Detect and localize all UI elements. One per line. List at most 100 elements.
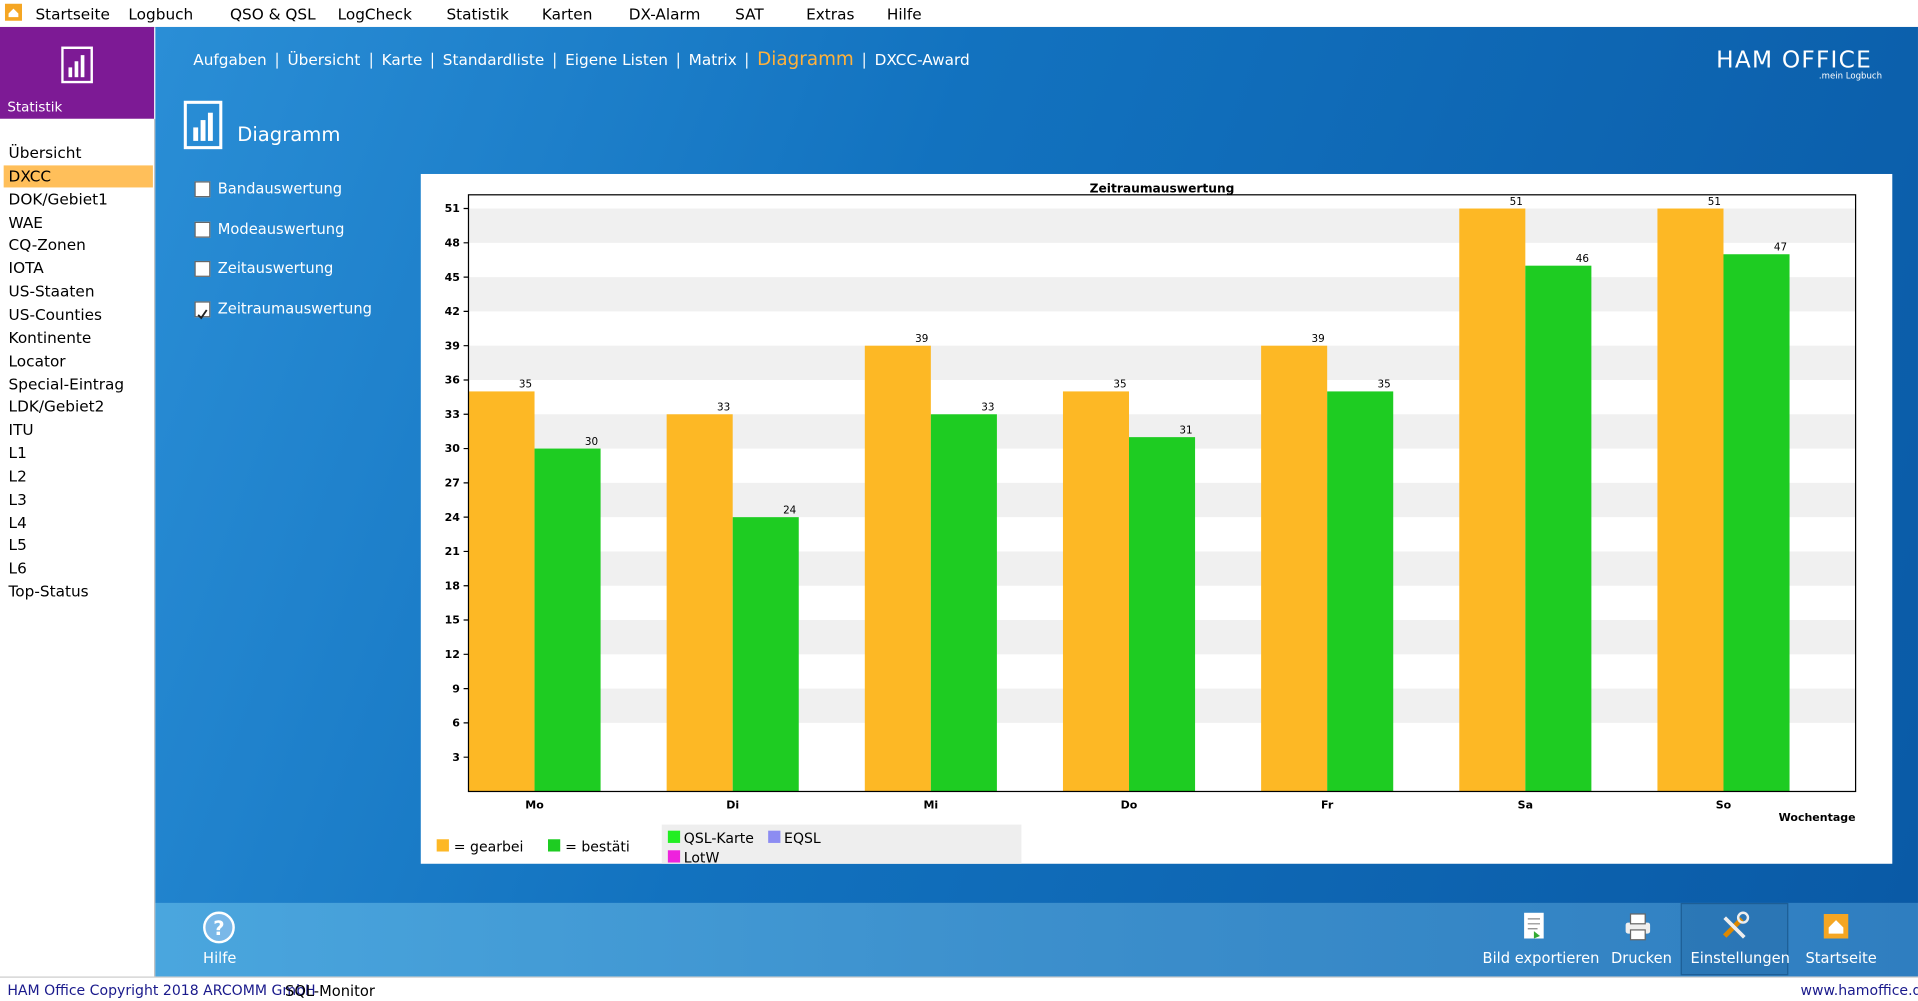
sidebar-item[interactable]: L5 <box>8 535 27 555</box>
sidebar-item[interactable]: ITU <box>8 420 34 439</box>
option-label[interactable]: Bandauswertung <box>217 180 343 198</box>
nav-tab[interactable]: Matrix <box>688 50 737 69</box>
menu-item[interactable]: DX-Alarm <box>628 4 701 24</box>
value-label: 33 <box>981 402 994 414</box>
toolbar-icon[interactable] <box>1622 912 1654 944</box>
x-tick-label: Sa <box>1518 799 1533 812</box>
bar <box>1525 265 1592 792</box>
legend-label: EQSL <box>784 831 821 847</box>
option-label[interactable]: Zeitauswertung <box>217 260 334 278</box>
toolbar-icon[interactable] <box>1720 911 1752 944</box>
menu-item[interactable]: Startseite <box>35 4 110 24</box>
sql-monitor[interactable]: SQL-Monitor <box>285 982 375 1000</box>
nav-separator <box>370 52 372 69</box>
toolbar-icon[interactable] <box>1519 912 1551 944</box>
sidebar-item[interactable]: L3 <box>8 489 27 509</box>
nav-tab[interactable]: Eigene Listen <box>565 50 668 69</box>
bar <box>666 414 733 792</box>
sidebar-item[interactable]: Kontinente <box>8 328 92 347</box>
y-tick-label: 30 <box>445 442 461 455</box>
sidebar-item[interactable]: L2 <box>8 466 27 486</box>
value-label: 31 <box>1179 424 1192 436</box>
bar <box>1129 437 1196 792</box>
bar <box>468 391 535 792</box>
bar <box>534 448 601 792</box>
menu-item[interactable]: Hilfe <box>886 4 922 24</box>
sidebar-item[interactable]: LDK/Gebiet2 <box>8 397 105 416</box>
sidebar-item[interactable]: Locator <box>8 351 66 370</box>
sidebar-item[interactable]: Special-Eintrag <box>8 374 125 393</box>
help-icon[interactable]: ? <box>202 910 236 944</box>
nav-separator <box>431 52 434 69</box>
sidebar-item[interactable]: L6 <box>8 559 27 578</box>
menu-item[interactable]: Statistik <box>446 4 509 24</box>
bar <box>732 517 799 792</box>
toolbar-icon[interactable] <box>1821 912 1853 944</box>
nav-tab[interactable]: Standardliste <box>442 50 545 69</box>
x-tick-label: Di <box>726 799 739 812</box>
nav-tab[interactable]: Aufgaben <box>193 50 267 69</box>
nav-tab[interactable]: Übersicht <box>287 50 361 69</box>
toolbar-button[interactable]: Hilfe <box>203 949 237 967</box>
toolbar-button[interactable]: Bild exportieren <box>1482 949 1600 967</box>
sidebar-item[interactable]: DXCC <box>3 165 153 188</box>
bar <box>1459 208 1526 792</box>
y-tick-label: 36 <box>445 374 461 387</box>
value-label: 30 <box>585 436 598 448</box>
chart: Zeitraumauswertung3691215182124273033363… <box>436 181 1857 874</box>
y-tick-label: 33 <box>445 408 460 421</box>
section-title: Diagramm <box>237 122 341 146</box>
bar <box>1327 391 1394 792</box>
checkbox[interactable] <box>194 181 211 198</box>
nav-tab[interactable]: Diagramm <box>757 47 854 70</box>
grid-band <box>468 345 1856 380</box>
menu-item[interactable]: LogCheck <box>337 4 412 24</box>
value-label: 51 <box>1708 196 1721 208</box>
stats-icon <box>61 46 93 84</box>
nav-tab[interactable]: DXCC-Award <box>874 50 970 69</box>
nav-tab[interactable]: Karte <box>381 50 423 69</box>
menu-item[interactable]: SAT <box>735 4 764 24</box>
menu-item[interactable]: Extras <box>806 4 855 24</box>
sidebar-item[interactable]: IOTA <box>8 258 44 278</box>
menu-item[interactable]: QSO & QSL <box>229 4 316 24</box>
value-label: 51 <box>1510 196 1523 208</box>
toolbar-button[interactable]: Drucken <box>1610 949 1672 967</box>
sidebar-item[interactable]: Übersicht <box>8 143 82 162</box>
sidebar-item[interactable]: CQ-Zonen <box>8 235 86 255</box>
toolbar-button[interactable]: Startseite <box>1805 949 1877 967</box>
legend-swatch <box>667 830 681 843</box>
checkbox[interactable] <box>194 221 211 238</box>
sidebar-item[interactable]: Top-Status <box>8 582 89 601</box>
y-tick-label: 27 <box>445 477 460 490</box>
sidebar-header: Statistik <box>0 26 155 119</box>
nav-separator <box>677 52 679 69</box>
y-tick-label: 48 <box>445 236 460 249</box>
checkbox[interactable] <box>194 301 211 320</box>
bar <box>1062 391 1130 792</box>
value-label: 39 <box>1312 333 1325 345</box>
sidebar-item[interactable]: WAE <box>8 212 43 232</box>
nav-separator <box>276 52 278 69</box>
sidebar-item[interactable]: US-Staaten <box>8 281 95 301</box>
legend-label: LotW <box>684 851 720 864</box>
menu-item[interactable]: Logbuch <box>128 4 194 24</box>
menu-item[interactable]: Karten <box>541 4 593 24</box>
sidebar-item[interactable]: L4 <box>8 512 27 532</box>
checkbox[interactable] <box>194 261 211 278</box>
active-button-frame <box>1680 902 1789 976</box>
sidebar-item[interactable]: US-Counties <box>8 304 103 324</box>
option-label[interactable]: Modeauswertung <box>217 220 345 238</box>
y-tick-label: 12 <box>445 648 460 661</box>
sidebar-item[interactable]: L1 <box>8 443 27 462</box>
y-tick-label: 3 <box>452 751 460 764</box>
toolbar-button[interactable]: Einstellungen <box>1690 949 1790 967</box>
website[interactable]: www.hamoffice.de <box>1800 981 1918 999</box>
sidebar-item[interactable]: DOK/Gebiet1 <box>8 189 108 208</box>
option-label[interactable]: Zeitraumauswertung <box>217 300 372 318</box>
svg-text:?: ? <box>213 917 224 940</box>
x-tick-label: Mo <box>525 799 544 812</box>
y-tick-label: 15 <box>445 614 460 627</box>
sidebar-list: Übersicht DXCC DOK/Gebiet1 WAE CQ-Zonen IOTA U… <box>0 118 156 977</box>
